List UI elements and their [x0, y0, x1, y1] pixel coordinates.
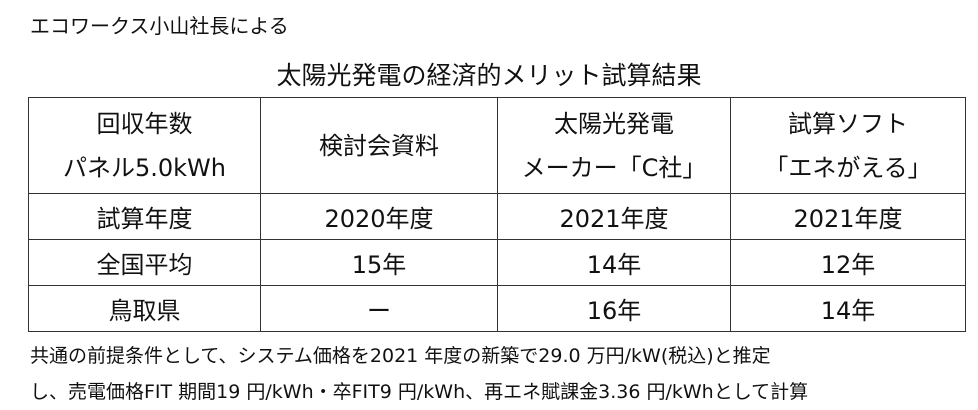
header-cell: 回収年数パネル5.0kWh [28, 97, 261, 194]
footer-line: し、売電価格FIT 期間19 円/kWh・卒FIT9 円/kWh、再エネ賦課金3… [30, 381, 809, 403]
table-cell: ー [260, 285, 498, 332]
header-line: 回収年数 [96, 109, 193, 138]
table-cell: 全国平均 [28, 239, 261, 286]
header-cell: 太陽光発電メーカー「C社」 [497, 97, 731, 194]
header-line: パネル5.0kWh [62, 153, 226, 182]
table-cell: 16年 [497, 285, 731, 332]
header-line: 試算ソフト [788, 109, 908, 138]
table-cell: 鳥取県 [28, 285, 261, 332]
table-cell: 15年 [260, 239, 498, 286]
table-cell: 14年 [497, 239, 731, 286]
title: 太陽光発電の経済的メリット試算結果 [276, 61, 702, 90]
header-row: 回収年数 パネル5.0kWh 検討会資料 太陽光発電 メーカー「C社」 試算ソフト 「エネが… [28, 97, 966, 194]
header-line: 「エネがえる」 [764, 153, 932, 182]
table-row: 鳥取県ー 16年 14年 [28, 285, 966, 332]
table-cell: 14年 [730, 285, 966, 332]
table-cell: 2020年度 [260, 193, 498, 240]
table-cell: 12年 [730, 239, 966, 286]
note: エコワークス小山社長による [30, 14, 289, 38]
header-cell: 検討会資料 [260, 97, 498, 194]
header-line: メーカー「C社」 [521, 153, 707, 182]
table-cell: 2021年度 [730, 193, 966, 240]
footer: 共通の前提条件として、システム価格を2021 年度の新築で29.0 万円/kW(… [30, 338, 808, 410]
table-cell: 2021年度 [497, 193, 731, 240]
result-table: 回収年数 パネル5.0kWh 検討会資料 太陽光発電 メーカー「C社」 試算ソフト 「エネが… [28, 97, 966, 332]
header-line: 検討会資料 [319, 131, 439, 160]
header-line: 太陽光発電 [554, 109, 674, 138]
header-cell: 試算ソフト「エネがえる」 [730, 97, 966, 194]
table-cell: 試算年度 [28, 193, 261, 240]
table-row: 試算年度 2020年度 2021年度 2021年度 [28, 193, 966, 240]
footer-line: 共通の前提条件として、システム価格を2021 年度の新築で29.0 万円/kW(… [30, 345, 771, 367]
table-row: 全国平均 15年 14年 12年 [28, 239, 966, 286]
